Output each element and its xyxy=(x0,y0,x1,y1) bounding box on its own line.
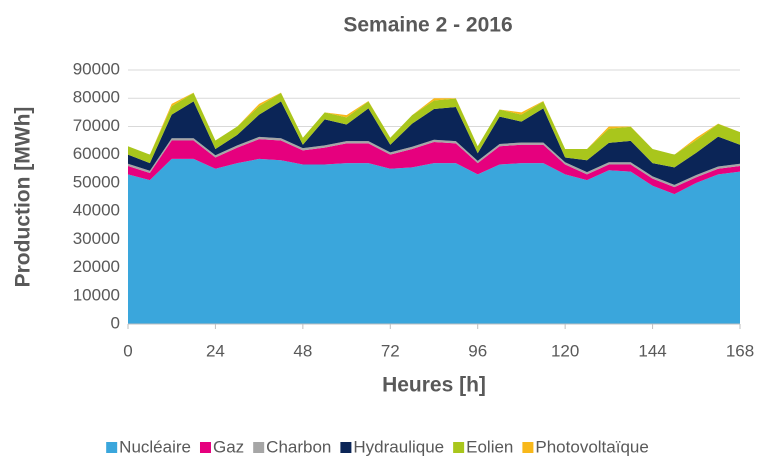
y-tick-label: 60000 xyxy=(73,144,120,163)
y-tick-label: 20000 xyxy=(73,257,120,276)
y-tick-label: 30000 xyxy=(73,229,120,248)
y-tick-label: 80000 xyxy=(73,88,120,107)
area xyxy=(128,158,740,324)
y-tick-label: 70000 xyxy=(73,116,120,135)
chart-title: Semaine 2 - 2016 xyxy=(343,14,512,37)
x-tick-label: 144 xyxy=(638,341,666,360)
y-tick-label: 0 xyxy=(111,313,120,332)
area xyxy=(128,139,740,195)
x-tick-label: 24 xyxy=(206,341,225,360)
x-tick-label: 0 xyxy=(123,341,132,360)
x-tick-label: 96 xyxy=(468,341,487,360)
x-tick-label: 48 xyxy=(293,341,312,360)
legend-swatch xyxy=(106,442,118,453)
legend-swatch xyxy=(522,442,534,453)
x-tick-label: 120 xyxy=(551,341,579,360)
legend-label: Hydraulique xyxy=(353,437,444,456)
legend-swatch xyxy=(453,442,465,453)
legend-label: Nucléaire xyxy=(119,437,191,456)
x-axis-label: Heures [h] xyxy=(382,374,486,397)
y-axis-label: Production [MWh] xyxy=(12,107,35,288)
x-tick-label: 168 xyxy=(726,341,754,360)
legend-swatch xyxy=(199,442,211,453)
area xyxy=(128,92,740,168)
legend-label: Photovoltaïque xyxy=(535,437,648,456)
y-tick-label: 50000 xyxy=(73,172,120,191)
area xyxy=(128,101,740,185)
y-tick-label: 90000 xyxy=(73,59,120,78)
y-tick-label: 40000 xyxy=(73,201,120,220)
legend-label: Eolien xyxy=(466,437,513,456)
legend-label: Charbon xyxy=(266,437,331,456)
y-tick-label: 10000 xyxy=(73,285,120,304)
legend-swatch xyxy=(340,442,352,453)
x-tick-label: 72 xyxy=(381,341,400,360)
legend-swatch xyxy=(253,442,265,453)
legend-label: Gaz xyxy=(213,437,244,456)
